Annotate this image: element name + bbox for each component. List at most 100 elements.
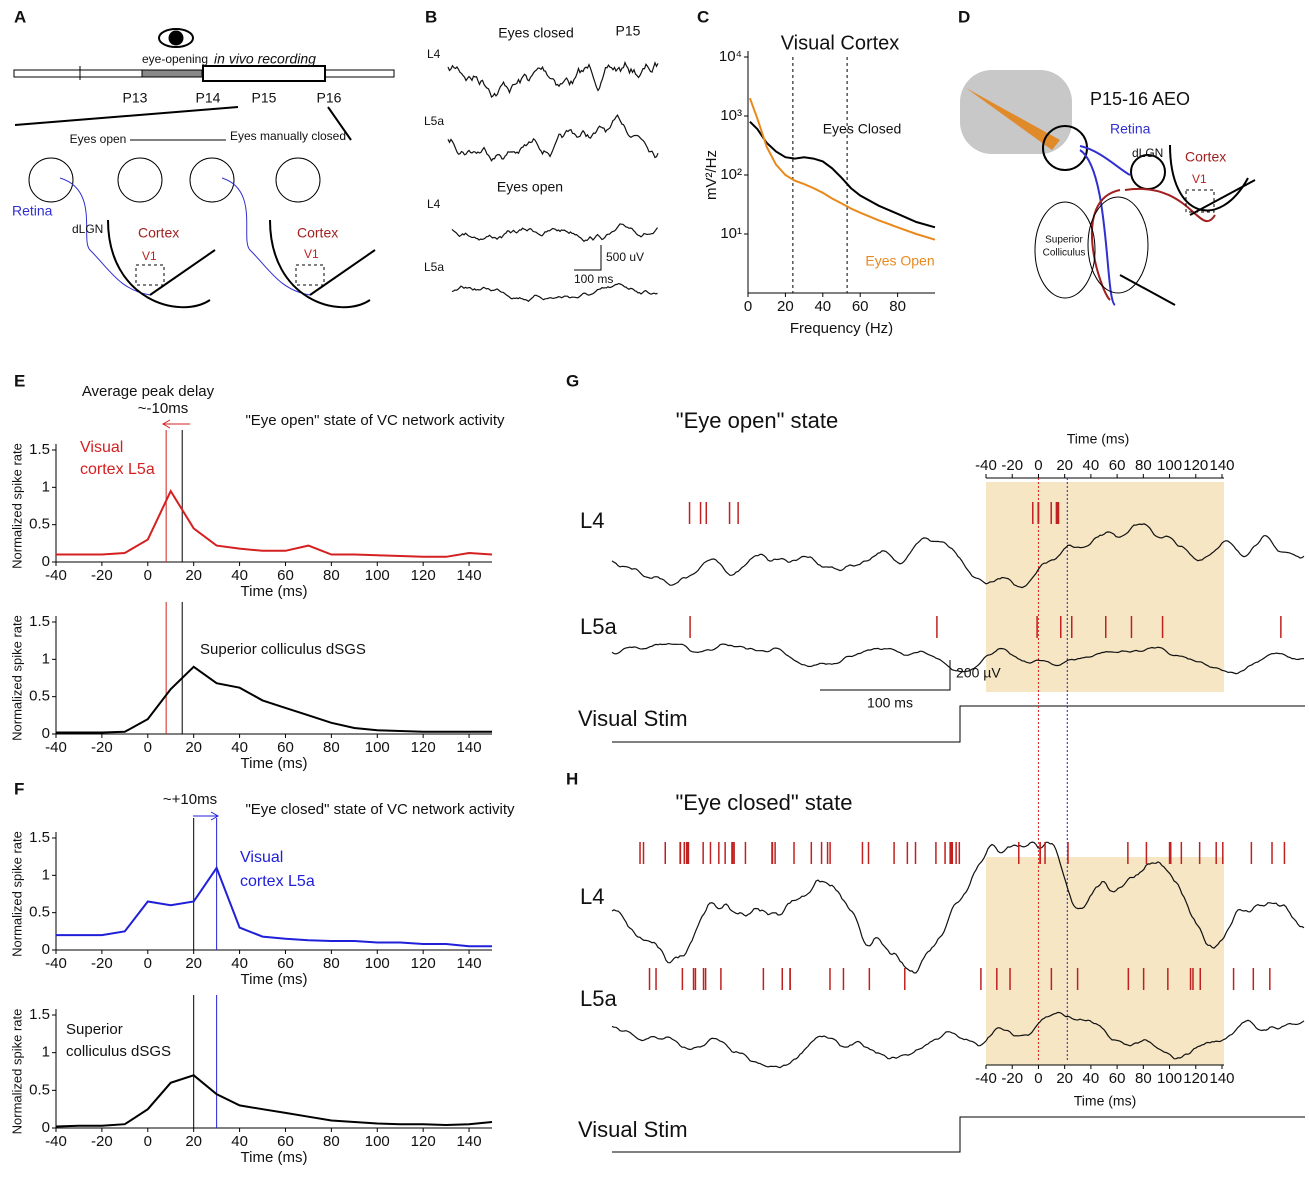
y-tick-label: 1 bbox=[42, 478, 50, 495]
x-tick-label: 80 bbox=[323, 739, 340, 756]
arrow bbox=[163, 420, 190, 428]
x-tick-label: 100 bbox=[365, 567, 390, 584]
label: V1 bbox=[142, 249, 157, 263]
time-tick-label: 100 bbox=[1157, 1070, 1182, 1087]
y-tick-label: 0.5 bbox=[29, 904, 50, 921]
time-tick-label: -40 bbox=[975, 457, 997, 474]
label: Eyes open bbox=[70, 132, 127, 146]
y-axis-label: Normalized spike rate bbox=[9, 831, 24, 957]
x-tick-label: -20 bbox=[91, 739, 113, 756]
y-tick-label: 1 bbox=[42, 1044, 50, 1061]
arrow bbox=[193, 812, 218, 820]
x-tick-label: 60 bbox=[277, 955, 294, 972]
x-tick-label: 20 bbox=[185, 567, 202, 584]
label: 100 ms bbox=[574, 272, 613, 286]
series-line bbox=[56, 667, 492, 733]
label: cortex L5a bbox=[240, 873, 315, 890]
label: dLGN bbox=[72, 222, 103, 236]
label: Superior bbox=[66, 1021, 123, 1038]
label: "Eye open" state bbox=[676, 408, 838, 433]
label: P15-16 AEO bbox=[1090, 89, 1190, 109]
x-tick-label: 0 bbox=[744, 298, 752, 315]
time-tick-label: 40 bbox=[1083, 457, 1100, 474]
trace bbox=[448, 63, 658, 97]
label: Visual bbox=[80, 439, 123, 456]
time-tick-label: -20 bbox=[1001, 1070, 1023, 1087]
panel-letter: E bbox=[14, 371, 25, 390]
panel-letter: C bbox=[697, 7, 709, 26]
x-tick-label: 40 bbox=[231, 1133, 248, 1150]
label: L4 bbox=[427, 197, 441, 211]
label: colliculus dSGS bbox=[66, 1043, 171, 1060]
label: Retina bbox=[12, 203, 53, 219]
label: Colliculus bbox=[1043, 248, 1086, 259]
panel-letter: H bbox=[566, 769, 578, 788]
label: Eyes open bbox=[497, 179, 563, 195]
label: P15 bbox=[616, 23, 641, 39]
shade bbox=[986, 857, 1224, 1065]
x-tick-label: 60 bbox=[277, 739, 294, 756]
time-tick-label: 100 bbox=[1157, 457, 1182, 474]
y-axis-label: Normalized spike rate bbox=[9, 443, 24, 569]
label: Superior colliculus dSGS bbox=[200, 641, 366, 658]
x-tick-label: 140 bbox=[457, 739, 482, 756]
label: eye-opening bbox=[142, 52, 208, 66]
y-tick-label: 0 bbox=[42, 553, 50, 570]
label: Cortex bbox=[138, 225, 179, 241]
x-tick-label: 20 bbox=[185, 739, 202, 756]
label: 500 uV bbox=[606, 250, 644, 264]
label: L5a bbox=[580, 614, 617, 639]
y-tick-label: 0 bbox=[42, 725, 50, 742]
series-line bbox=[56, 1075, 492, 1126]
time-tick-label: 140 bbox=[1209, 1070, 1234, 1087]
x-axis-label: Time (ms) bbox=[241, 583, 308, 600]
label: "Eye closed" state of VC network activit… bbox=[245, 801, 515, 818]
x-tick-label: -20 bbox=[91, 955, 113, 972]
time-tick-label: 120 bbox=[1183, 1070, 1208, 1087]
panel-letter: D bbox=[958, 7, 970, 26]
x-tick-label: 20 bbox=[185, 1133, 202, 1150]
x-axis-label: Time (ms) bbox=[241, 1149, 308, 1166]
x-axis-label: Time (ms) bbox=[241, 971, 308, 988]
y-tick-label: 10⁴ bbox=[719, 48, 742, 65]
y-axis-label: mV²/Hz bbox=[703, 150, 720, 200]
y-tick-label: 1.5 bbox=[29, 829, 50, 846]
time-tick-label: 20 bbox=[1056, 457, 1073, 474]
x-axis-label: Time (ms) bbox=[241, 755, 308, 772]
label: Eyes Open bbox=[865, 253, 934, 269]
panel-letter: G bbox=[566, 371, 579, 390]
time-tick-label: 120 bbox=[1183, 457, 1208, 474]
label: 100 ms bbox=[867, 695, 913, 711]
y-tick-label: 10³ bbox=[720, 107, 742, 124]
x-tick-label: 0 bbox=[144, 955, 152, 972]
figure: A B C D E F G H eye-opening in vivo reco… bbox=[0, 0, 1309, 1179]
x-tick-label: 60 bbox=[852, 298, 869, 315]
label: Time (ms) bbox=[1067, 431, 1129, 447]
x-tick-label: 100 bbox=[365, 739, 390, 756]
label: Eyes Closed bbox=[823, 121, 902, 137]
label: 200 µV bbox=[956, 665, 1001, 681]
time-tick-label: 20 bbox=[1056, 1070, 1073, 1087]
y-tick-label: 0 bbox=[42, 941, 50, 958]
x-tick-label: 80 bbox=[323, 567, 340, 584]
x-tick-label: 120 bbox=[411, 739, 436, 756]
label: Visual Stim bbox=[578, 1117, 688, 1142]
y-tick-label: 10¹ bbox=[720, 225, 742, 242]
x-tick-label: 40 bbox=[814, 298, 831, 315]
label: "Eye open" state of VC network activity bbox=[245, 412, 505, 429]
x-tick-label: -20 bbox=[91, 1133, 113, 1150]
x-tick-label: 120 bbox=[411, 567, 436, 584]
y-tick-label: 1 bbox=[42, 650, 50, 667]
label: Eyes manually closed bbox=[230, 129, 346, 143]
x-axis-label: Frequency (Hz) bbox=[790, 320, 893, 337]
page: A B C D E F G H eye-opening in vivo reco… bbox=[0, 0, 1309, 1179]
time-tick-label: -20 bbox=[1001, 457, 1023, 474]
label: L5a bbox=[424, 114, 444, 128]
series-line bbox=[750, 122, 935, 228]
x-tick-label: 120 bbox=[411, 955, 436, 972]
time-tick-label: 40 bbox=[1083, 1070, 1100, 1087]
label: Time (ms) bbox=[1074, 1093, 1136, 1109]
x-tick-label: 60 bbox=[277, 1133, 294, 1150]
label: Cortex bbox=[1185, 149, 1226, 165]
x-tick-label: 80 bbox=[889, 298, 906, 315]
